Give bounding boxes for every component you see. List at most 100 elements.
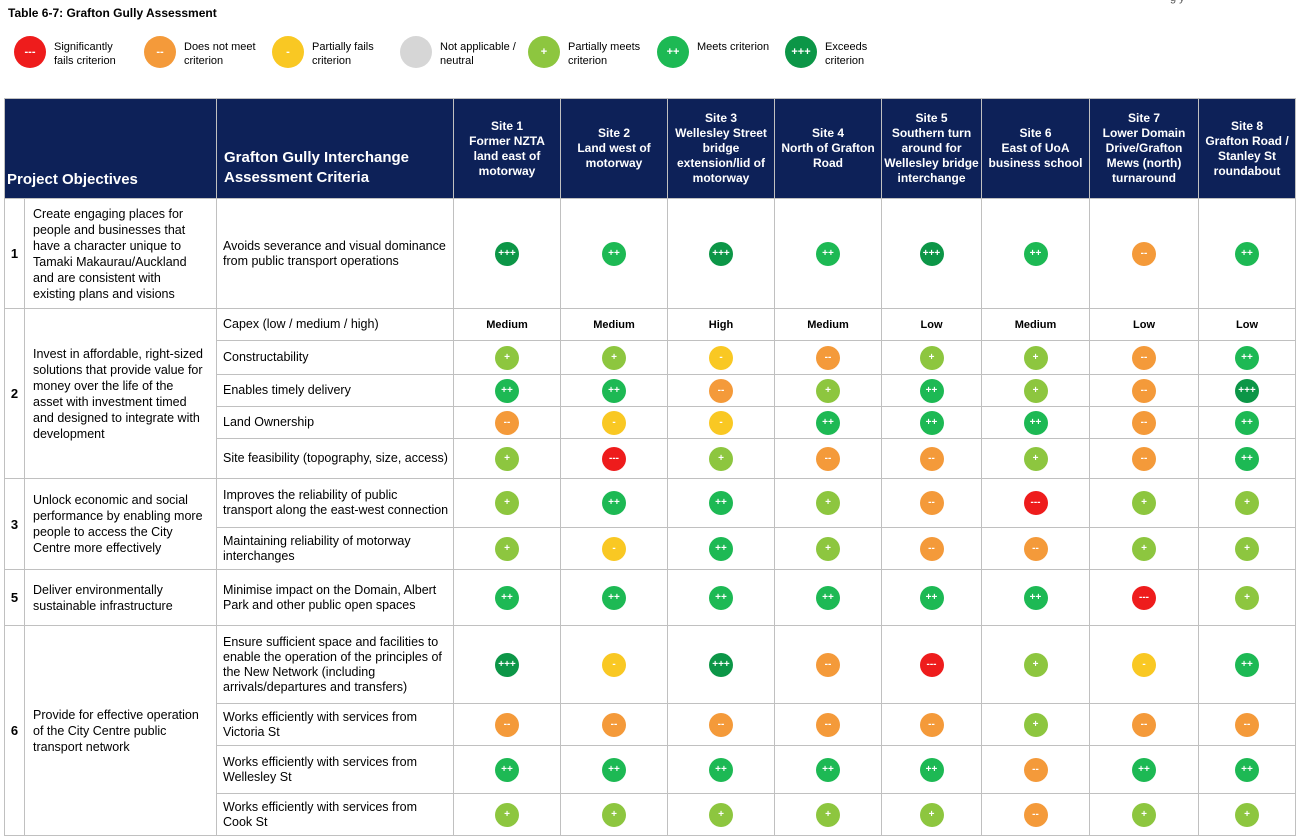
rating-icon: -- [816,652,840,677]
rating-icon: ++ [709,491,733,515]
legend-label: Significantly fails criterion [54,41,116,67]
site-3-cell: - [667,406,775,439]
rating-icon: ++ [709,757,733,782]
site-3-cell: + [667,438,775,479]
rating-icon: -- [1132,712,1156,737]
site-2-cell: - [560,527,668,570]
rating-icon: + [602,345,626,370]
criterion-text: Maintaining reliability of motorway inte… [216,527,454,570]
objective-text: Invest in affordable, right-sized soluti… [24,308,217,479]
site-8-cell: ++ [1198,406,1296,439]
site-2-cell: --- [560,438,668,479]
rating-icon: ++ [816,757,840,782]
rating-icon: --- [919,652,944,677]
site-4-cell: -- [774,438,882,479]
rating-icon: + [1132,536,1156,561]
rating-icon: ++ [602,378,626,403]
site-2-cell: + [560,340,668,375]
site-6-cell: + [981,625,1090,704]
site-2-cell: + [560,793,668,836]
rating-icon: ++ [919,378,944,403]
site-1-cell: + [453,478,561,528]
rating-icon: + [602,802,626,827]
site-7-cell: -- [1089,374,1199,407]
site-7-cell: -- [1089,198,1199,309]
capex-value: Medium [560,308,668,341]
site-6-cell: + [981,438,1090,479]
rating-icon: ++ [495,585,519,610]
legend-rating-icon [400,36,432,68]
table-row: 5 Deliver environmentally sustainable inf… [4,569,1296,626]
site-8-cell: + [1198,478,1296,528]
criterion-text: Works efficiently with services from Wel… [216,745,454,794]
rating-icon: --- [602,446,626,471]
header-site-4: Site 4 North of Grafton Road [774,98,882,199]
rating-icon: ++ [1023,585,1048,610]
site-5-cell: ++ [881,569,982,626]
site-1-cell: + [453,527,561,570]
site-4-cell: ++ [774,198,882,309]
rating-icon: ++ [602,585,626,610]
rating-icon: - [602,410,626,435]
rating-icon: - [602,536,626,561]
site-5-cell: ++ [881,374,982,407]
site-5-cell: ++ [881,745,982,794]
rating-icon: ++ [816,410,840,435]
site-8-cell: + [1198,527,1296,570]
legend-rating-icon: -- [144,36,176,68]
site-8-cell: +++ [1198,374,1296,407]
site-6-cell: ++ [981,406,1090,439]
table-row: Land Ownership -- - - ++ ++ ++ -- ++ [5,406,1296,439]
rating-icon: -- [919,712,944,737]
rating-icon: + [1023,378,1048,403]
site-3-cell: ++ [667,527,775,570]
site-6-cell: ++ [981,569,1090,626]
criterion-text: Avoids severance and visual dominance fr… [216,198,454,309]
table-row: 2 Invest in affordable, right-sized solut… [4,308,1296,479]
table-row: 6 Provide for effective operation of the … [4,625,1296,836]
rating-icon: -- [1023,802,1048,827]
site-1-cell: + [453,340,561,375]
site-4-cell: ++ [774,406,882,439]
site-4-cell: + [774,478,882,528]
rating-icon: -- [816,446,840,471]
rating-icon: -- [709,378,733,403]
site-5-cell: ++ [881,406,982,439]
legend-label: Meets criterion [697,41,770,53]
rating-icon: ++ [1023,241,1048,266]
rating-icon: - [602,652,626,677]
rating-icon: + [495,802,519,827]
header-site-3: Site 3 Wellesley Street bridge extension… [667,98,775,199]
rating-icon: + [495,345,519,370]
site-6-cell: + [981,340,1090,375]
site-2-cell: ++ [560,569,668,626]
site-3-cell: + [667,793,775,836]
rating-icon: + [1023,345,1048,370]
site-1-cell: -- [453,406,561,439]
table-caption: Table 6-7: Grafton Gully Assessment [8,6,217,20]
site-6-cell: + [981,374,1090,407]
rating-icon: + [1235,585,1259,610]
site-8-cell: ++ [1198,625,1296,704]
rating-icon: + [1235,536,1259,561]
rating-icon: -- [919,446,944,471]
legend-label: Exceeds criterion [825,41,868,67]
rating-icon: -- [1132,345,1156,370]
rating-icon: ++ [1132,757,1156,782]
rating-icon: -- [1132,378,1156,403]
legend-label: Does not meet criterion [184,41,256,67]
rating-icon: + [709,802,733,827]
site-2-cell: - [560,406,668,439]
rating-icon: ++ [495,757,519,782]
site-7-cell: -- [1089,438,1199,479]
rating-icon: +++ [1235,378,1259,403]
rating-icon: -- [602,712,626,737]
rating-icon: + [919,802,944,827]
site-6-cell: ++ [981,198,1090,309]
site-2-cell: -- [560,703,668,746]
rating-icon: -- [919,536,944,561]
objective-text: Provide for effective operation of the C… [24,625,217,836]
site-2-cell: ++ [560,198,668,309]
capex-value: High [667,308,775,341]
header-site-5: Site 5 Southern turn around for Wellesle… [881,98,982,199]
